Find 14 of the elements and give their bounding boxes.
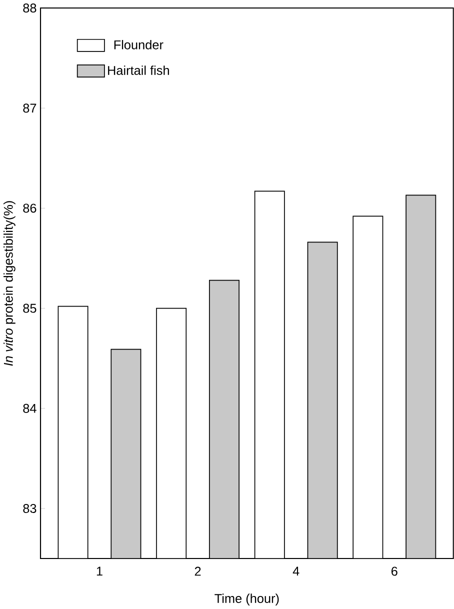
legend-label: Flounder <box>114 40 164 50</box>
x-tick-label: 6 <box>392 566 398 576</box>
y-tick-label: 83 <box>23 504 36 513</box>
y-tick-label: 86 <box>23 204 36 213</box>
x-axis-title: Time (hour) <box>214 594 279 606</box>
x-tick-label: 4 <box>292 566 300 576</box>
y-tick-label: 84 <box>23 404 36 413</box>
y-tick-label: 85 <box>23 304 36 313</box>
y-tick-label: 87 <box>23 104 36 113</box>
x-tick-label: 2 <box>194 566 201 576</box>
x-tick-label: 1 <box>96 566 102 576</box>
y-axis-title: In vitro protein digestibility(%) <box>4 201 16 366</box>
legend-label: Hairtail fish <box>108 66 170 75</box>
y-tick-label: 88 <box>23 4 36 13</box>
